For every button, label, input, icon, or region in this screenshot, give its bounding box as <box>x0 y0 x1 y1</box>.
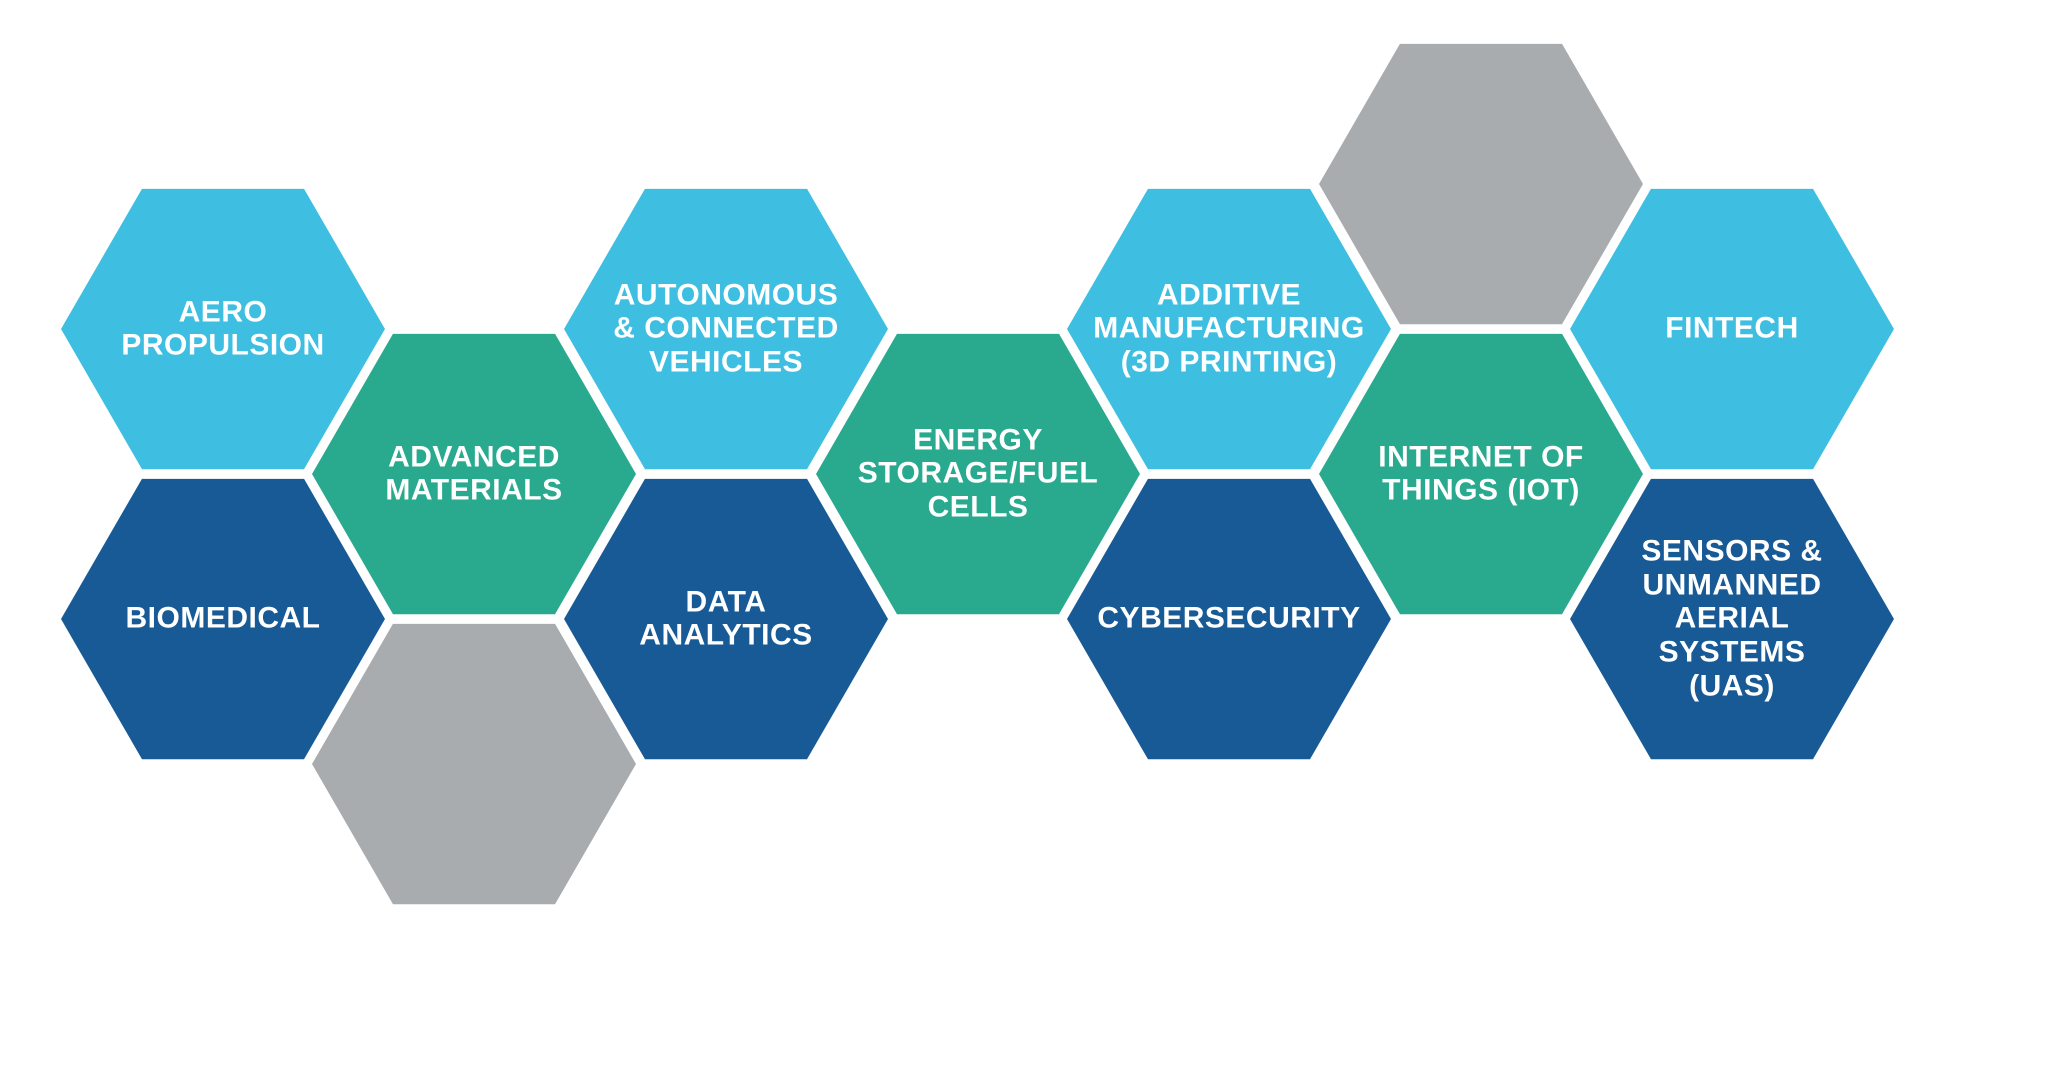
hexagon-infographic: AERO PROPULSIONBIOMEDICALADVANCED MATERI… <box>0 0 2068 1070</box>
hex-uas: SENSORS & UNMANNED AERIAL SYSTEMS (UAS) <box>1570 479 1894 760</box>
hex-fintech: FINTECH <box>1570 189 1894 470</box>
